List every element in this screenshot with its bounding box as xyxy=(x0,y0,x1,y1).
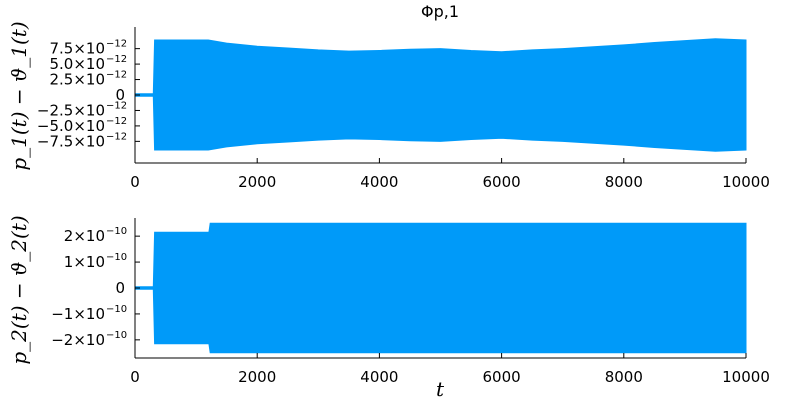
y-tick-label: 5.0×10 xyxy=(49,55,105,73)
x-tick-label: 2000 xyxy=(238,173,276,191)
x-tick-label: 10000 xyxy=(722,368,770,386)
panel-1-series-envelope xyxy=(134,38,747,152)
x-tick-label: 4000 xyxy=(360,173,398,191)
panel-2-y-ticks: 2×10 −101×10 −100−1×10 −10−2×10 −10 xyxy=(51,226,140,349)
x-tick-label: 0 xyxy=(130,173,140,191)
y-tick-label: −1×10 xyxy=(51,305,105,323)
panel-2-x-axis-label: t xyxy=(436,377,445,400)
x-tick-label: 6000 xyxy=(483,173,521,191)
y-tick-exponent: −10 xyxy=(106,330,127,341)
y-tick-label: 1×10 xyxy=(64,253,105,271)
y-tick-label: 7.5×10 xyxy=(49,40,105,58)
x-tick-label: 4000 xyxy=(360,368,398,386)
panel-1-x-ticks: 0 2000 4000 6000 8000 10000 xyxy=(130,158,770,191)
x-tick-label: 8000 xyxy=(605,173,643,191)
panel-1-title: Φp,1 xyxy=(421,2,459,21)
x-tick-label: 0 xyxy=(130,368,140,386)
x-tick-label: 2000 xyxy=(238,368,276,386)
y-tick-label: −5.0×10 xyxy=(37,117,105,135)
y-tick-exponent: −10 xyxy=(106,304,127,315)
panel-2-series-envelope xyxy=(134,222,747,354)
y-tick-label: −2.5×10 xyxy=(37,101,105,119)
y-tick-label: 0 xyxy=(115,86,125,104)
x-tick-label: 10000 xyxy=(722,173,770,191)
panel-2: p_2(t) − ϑ_2(t) 0 2000 4000 6000 8000 10000 2… xyxy=(7,215,770,400)
y-tick-label: −2×10 xyxy=(51,331,105,349)
y-tick-label: −7.5×10 xyxy=(37,132,105,150)
y-tick-exponent: −10 xyxy=(106,226,127,237)
panel-1-y-axis-label: p_1(t) − ϑ_1(t) xyxy=(7,21,31,170)
x-tick-label: 8000 xyxy=(605,368,643,386)
y-tick-exponent: −12 xyxy=(106,131,127,142)
y-tick-exponent: −10 xyxy=(106,252,127,263)
y-tick-label: 0 xyxy=(115,279,125,297)
y-tick-exponent: −12 xyxy=(106,39,127,50)
y-tick-exponent: −12 xyxy=(106,116,127,127)
y-tick-exponent: −12 xyxy=(106,100,127,111)
panel-1: Φp,1 p_1(t) − ϑ_1(t) 0 2000 4000 6000 8000 10… xyxy=(7,2,770,191)
y-tick-exponent: −12 xyxy=(106,70,127,81)
y-tick-label: 2×10 xyxy=(64,227,105,245)
x-tick-label: 6000 xyxy=(483,368,521,386)
y-tick-label: 2.5×10 xyxy=(49,71,105,89)
panel-1-y-ticks: 7.5×10 −125.0×10 −122.5×10 −120−2.5×10 −12−5… xyxy=(37,39,140,150)
panel-2-y-axis-label: p_2(t) − ϑ_2(t) xyxy=(7,215,31,364)
y-tick-exponent: −12 xyxy=(106,54,127,65)
panel-2-x-ticks: 0 2000 4000 6000 8000 10000 xyxy=(130,353,770,386)
